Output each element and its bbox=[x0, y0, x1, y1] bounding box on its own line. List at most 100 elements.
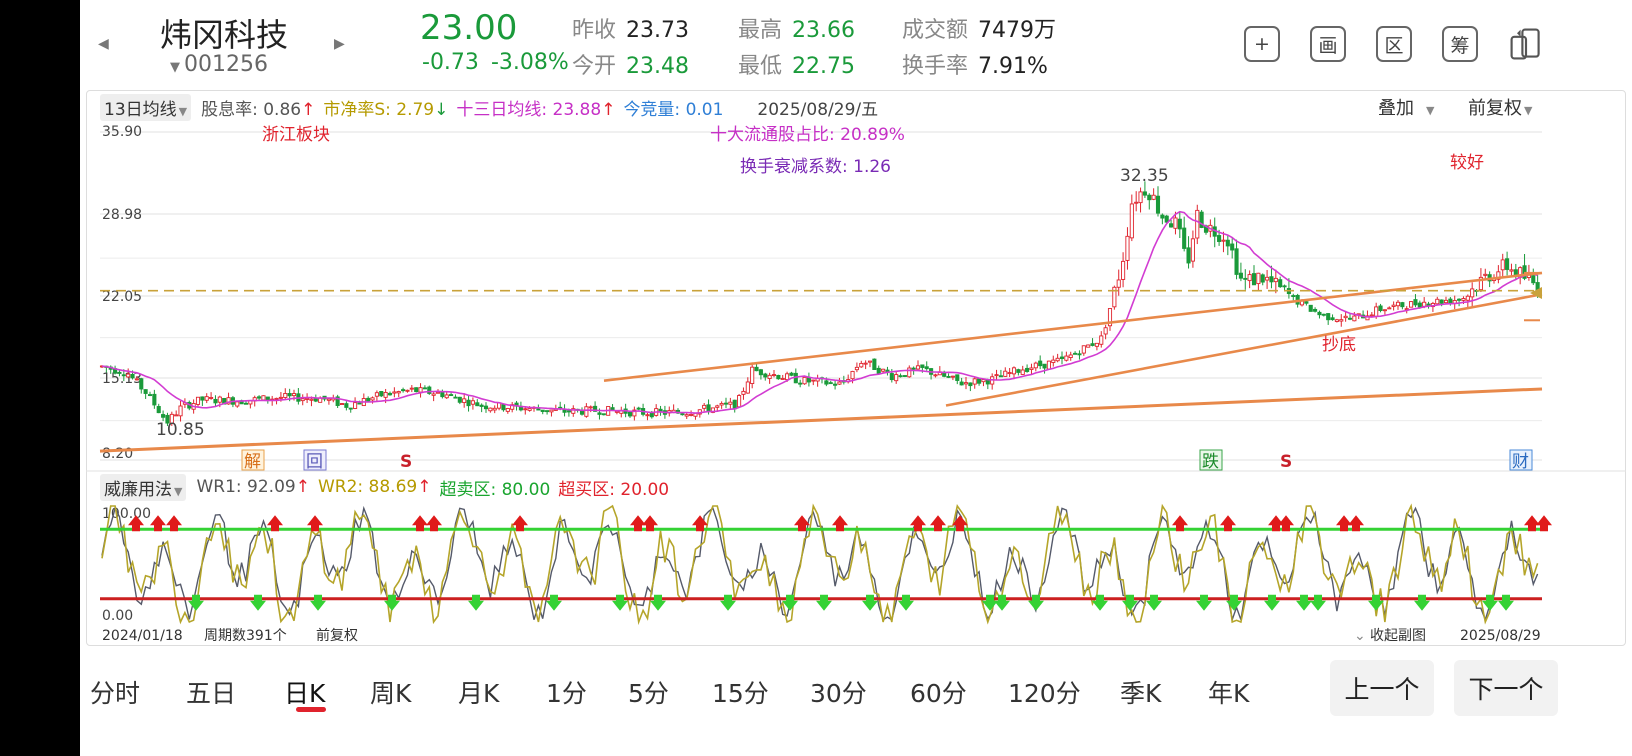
candle-body bbox=[174, 414, 179, 417]
candle-body bbox=[169, 413, 174, 424]
tab-12[interactable]: 年K bbox=[1208, 679, 1250, 708]
candle-body bbox=[833, 383, 838, 386]
candle-body bbox=[1151, 194, 1156, 200]
candle-body bbox=[1195, 209, 1200, 239]
candle-body bbox=[1304, 301, 1309, 304]
buy-signal-arrow-icon bbox=[1220, 515, 1236, 532]
candle-body bbox=[1378, 305, 1383, 312]
next-button[interactable]: 下一个 bbox=[1454, 660, 1558, 716]
stock-code[interactable]: ▼ 001256 bbox=[170, 52, 268, 77]
rotate-screen-icon[interactable] bbox=[1508, 26, 1544, 62]
tab-9[interactable]: 60分 bbox=[910, 679, 967, 708]
event-mark-box bbox=[241, 449, 265, 471]
quote-header: ◀ 炜冈科技 ▶ ▼ 001256 23.00 -0.73 -3.08% 昨收 23.… bbox=[80, 0, 1632, 84]
tab-5[interactable]: 1分 bbox=[546, 679, 587, 708]
candle-body bbox=[776, 374, 781, 380]
candle-body bbox=[143, 389, 148, 394]
candle-body bbox=[867, 360, 873, 363]
candle-body bbox=[1042, 363, 1047, 369]
candle-body bbox=[1505, 258, 1510, 270]
candle-body bbox=[178, 405, 183, 417]
sell-signal-arrow-icon bbox=[994, 594, 1010, 611]
candle-body bbox=[1343, 315, 1348, 319]
candle-body bbox=[636, 407, 641, 410]
sub-indicator-select[interactable]: 威廉用法 ▼ bbox=[100, 473, 187, 501]
candle-body bbox=[326, 398, 331, 401]
candle-body bbox=[470, 400, 475, 405]
candle-body bbox=[627, 411, 633, 417]
candle-body bbox=[706, 404, 711, 412]
candle-body bbox=[894, 374, 899, 382]
candle-body bbox=[1147, 194, 1152, 201]
candle-body bbox=[1155, 195, 1161, 214]
candle-body bbox=[505, 408, 510, 412]
overlay-select[interactable]: 叠加 ▼ bbox=[1378, 98, 1435, 119]
candle-body bbox=[200, 396, 205, 401]
prev-stock-arrow-icon[interactable]: ◀ bbox=[98, 36, 109, 52]
candle-body bbox=[689, 414, 694, 416]
tab-0[interactable]: 分时 bbox=[90, 679, 141, 708]
adjust-select[interactable]: 前复权 ▼ bbox=[1468, 98, 1533, 119]
candle-body bbox=[715, 405, 720, 408]
candle-body bbox=[1107, 308, 1113, 327]
candle-body bbox=[1234, 248, 1239, 275]
tab-6[interactable]: 5分 bbox=[628, 679, 669, 708]
candle-body bbox=[946, 376, 951, 378]
candle-body bbox=[440, 391, 445, 398]
next-stock-arrow-icon[interactable]: ▶ bbox=[334, 36, 345, 52]
tab-7[interactable]: 15分 bbox=[712, 679, 769, 708]
candle-body bbox=[889, 373, 894, 381]
candle-body bbox=[1033, 362, 1038, 369]
candle-body bbox=[1112, 286, 1117, 308]
candle-body bbox=[1029, 367, 1034, 370]
candle-body bbox=[593, 405, 598, 412]
open-price: 今开 23.48 bbox=[572, 54, 689, 79]
add-watchlist-button[interactable]: + bbox=[1244, 26, 1280, 62]
stock-name: 炜冈科技 bbox=[160, 16, 289, 54]
sell-signal-arrow-icon bbox=[898, 594, 914, 611]
candle-body bbox=[1094, 342, 1099, 347]
sub-indicator-row: 威廉用法 ▼ WR1: 92.09↑ WR2: 88.69↑ 超卖区: 80.00… bbox=[100, 473, 669, 501]
candle-body bbox=[1134, 201, 1139, 204]
candle-body bbox=[1278, 279, 1283, 288]
candle-body bbox=[854, 366, 859, 371]
candle-body bbox=[1038, 360, 1043, 367]
candle-body bbox=[130, 373, 135, 379]
range-button[interactable]: 区 bbox=[1376, 26, 1412, 62]
draw-button[interactable]: 画 bbox=[1310, 26, 1346, 62]
tab-3[interactable]: 周K bbox=[370, 679, 412, 708]
candle-body bbox=[977, 378, 982, 384]
tab-2[interactable]: 日K bbox=[284, 679, 326, 708]
candle-body bbox=[536, 408, 541, 411]
buy-signal-arrow-icon bbox=[512, 515, 528, 532]
candle-body bbox=[1308, 304, 1313, 312]
candle-body bbox=[1260, 274, 1265, 283]
main-indicator-2: 市净率S: 2.79↓ bbox=[323, 99, 449, 120]
candle-body bbox=[1016, 369, 1021, 373]
tab-10[interactable]: 120分 bbox=[1008, 679, 1081, 708]
candle-body bbox=[431, 393, 436, 396]
candle-body bbox=[453, 396, 458, 399]
buy-signal-arrow-icon bbox=[832, 515, 848, 532]
tab-11[interactable]: 季K bbox=[1120, 679, 1162, 708]
dropdown-icon: ▼ bbox=[1426, 104, 1435, 117]
candle-body bbox=[1247, 274, 1252, 282]
chips-button[interactable]: 筹 bbox=[1442, 26, 1478, 62]
kline-panel bbox=[86, 90, 1626, 646]
prev-button[interactable]: 上一个 bbox=[1330, 660, 1434, 716]
candle-body bbox=[1365, 315, 1370, 321]
tab-1[interactable]: 五日 bbox=[186, 679, 237, 708]
candle-body bbox=[968, 382, 973, 387]
main-indicator-select[interactable]: 13日均线 ▼ bbox=[100, 93, 192, 121]
candle-body bbox=[139, 378, 144, 390]
y-tick-label: 35.90 bbox=[102, 124, 142, 140]
tab-4[interactable]: 月K bbox=[458, 679, 500, 708]
candle-body bbox=[872, 358, 877, 370]
sell-signal-arrow-icon bbox=[1122, 594, 1138, 611]
candle-body bbox=[300, 398, 305, 402]
candle-body bbox=[1190, 238, 1195, 262]
tab-8[interactable]: 30分 bbox=[810, 679, 867, 708]
candle-body bbox=[1496, 271, 1501, 280]
candle-body bbox=[1256, 272, 1261, 285]
